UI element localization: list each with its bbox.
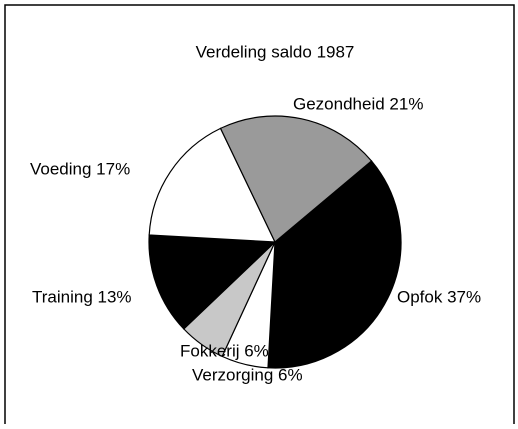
pie-slice xyxy=(148,234,277,330)
slice-label: Verzorging 6% xyxy=(192,365,303,384)
slice-label: Fokkerij 6% xyxy=(180,341,269,360)
slice-label: Gezondheid 21% xyxy=(293,94,423,113)
slice-label: Voeding 17% xyxy=(30,159,130,178)
slice-label: Opfok 37% xyxy=(397,287,481,306)
chart-title: Verdeling saldo 1987 xyxy=(196,42,355,61)
frame xyxy=(4,4,515,429)
pie-slice xyxy=(148,127,276,243)
slice-label: Training 13% xyxy=(32,287,132,306)
pie-slice xyxy=(219,115,373,243)
pie-slice xyxy=(267,160,402,369)
